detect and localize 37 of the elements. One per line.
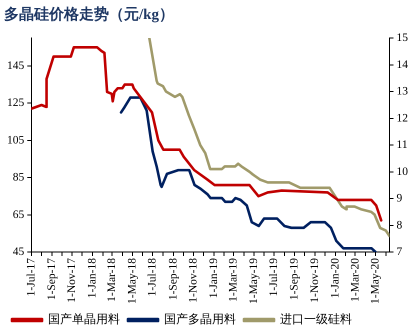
x-tick-label: 1-Nov-18 bbox=[188, 258, 200, 303]
x-tick-label: 1-Sep-18 bbox=[167, 258, 180, 300]
y2-tick-label: 13 bbox=[396, 86, 408, 98]
y-tick-label: 45 bbox=[12, 246, 24, 258]
y-tick-label: 65 bbox=[12, 208, 24, 221]
y-tick-label: 105 bbox=[7, 134, 24, 146]
y2-tick-label: 14 bbox=[396, 58, 408, 71]
x-tick-label: 1-Jan-20 bbox=[329, 258, 342, 298]
y2-tick-label: 9 bbox=[396, 192, 402, 205]
y2-tick-label: 15 bbox=[396, 32, 408, 44]
y2-tick-label: 7 bbox=[396, 246, 402, 258]
x-tick-label: 1-Mar-19 bbox=[228, 258, 240, 302]
y-tick-label: 85 bbox=[12, 172, 24, 184]
legend-label: 国产多晶用料 bbox=[164, 312, 236, 326]
x-tick-label: 1-Nov-19 bbox=[309, 258, 322, 303]
x-tick-label: 1-Sep-17 bbox=[46, 258, 58, 300]
x-tick-label: 1-Mar-18 bbox=[106, 258, 118, 302]
y2-tick-label: 10 bbox=[396, 166, 408, 178]
x-tick-label: 1-Nov-17 bbox=[66, 258, 78, 303]
x-tick-label: 1-Jul-18 bbox=[146, 258, 159, 296]
x-tick-label: 1-Jul-19 bbox=[268, 258, 280, 296]
y-tick-label: 145 bbox=[7, 60, 24, 72]
x-tick-label: 1-Jul-17 bbox=[25, 258, 38, 296]
y-tick-label: 125 bbox=[7, 97, 24, 110]
x-tick-label: 1-Jan-18 bbox=[86, 258, 98, 298]
x-tick-label: 1-Jan-19 bbox=[208, 258, 220, 298]
x-tick-label: 1-Mar-20 bbox=[349, 258, 362, 302]
y2-tick-label: 12 bbox=[396, 112, 408, 124]
x-tick-label: 1-May-19 bbox=[248, 258, 260, 304]
y2-tick-label: 8 bbox=[396, 219, 402, 232]
x-tick-label: 1-May-20 bbox=[370, 258, 382, 304]
legend-label: 国产单晶用料 bbox=[48, 312, 120, 326]
y2-tick-label: 11 bbox=[396, 139, 408, 152]
legend-label: 进口一级硅料 bbox=[280, 312, 352, 326]
chart-title: 多晶硅价格走势（元/kg） bbox=[4, 6, 174, 23]
x-tick-label: 1-Sep-19 bbox=[288, 258, 301, 300]
x-tick-label: 1-May-18 bbox=[126, 258, 138, 304]
